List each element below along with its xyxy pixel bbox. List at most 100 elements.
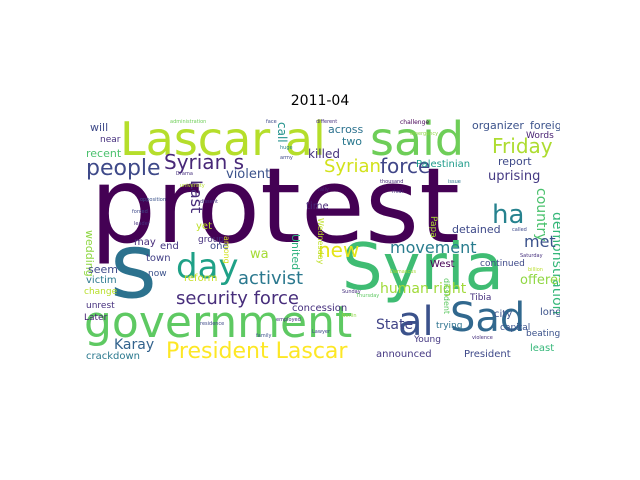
- cloud-word: beating: [526, 329, 560, 339]
- cloud-word: protest: [90, 145, 460, 267]
- cloud-word: among: [222, 236, 231, 264]
- cloud-word: al: [398, 299, 434, 345]
- cloud-word: capital: [500, 323, 531, 333]
- cloud-word: Sunday: [342, 289, 361, 295]
- cloud-word: issue: [448, 179, 461, 185]
- cloud-word: different: [316, 119, 338, 125]
- cloud-word: United: [289, 234, 302, 271]
- cloud-word: thousand: [380, 179, 404, 185]
- cloud-word: least: [530, 343, 555, 354]
- cloud-word: new: [318, 238, 360, 262]
- cloud-word: killed: [308, 147, 340, 161]
- cloud-word: demonstration: [549, 212, 560, 315]
- cloud-word: face: [266, 119, 277, 125]
- cloud-word: Syrian: [324, 156, 381, 177]
- cloud-word: Lawyer: [312, 329, 331, 335]
- cloud-word: dissident: [442, 278, 451, 315]
- cloud-word: employed: [276, 317, 301, 323]
- cloud-word: two: [342, 135, 363, 148]
- cloud-word: s: [110, 214, 157, 319]
- cloud-word: human right: [380, 281, 467, 297]
- cloud-word: recent: [86, 147, 122, 160]
- cloud-word: will: [90, 121, 109, 134]
- cloud-word: time: [306, 201, 329, 212]
- cloud-word: opposition: [140, 197, 167, 203]
- cloud-word: Tibia: [470, 293, 492, 303]
- cloud-word: continued: [480, 259, 525, 269]
- cloud-word: Drama: [176, 171, 193, 177]
- cloud-word: billion: [528, 267, 543, 273]
- cloud-word: day: [176, 247, 239, 287]
- cloud-word: announced: [376, 349, 432, 360]
- cloud-word: yet: [196, 221, 212, 232]
- cloud-word: administration: [170, 119, 207, 125]
- cloud-word: violent: [226, 167, 271, 182]
- cloud-word: Wednesday: [316, 218, 325, 265]
- cloud-word: Friday: [492, 134, 553, 158]
- cloud-word: President Lascar: [166, 339, 348, 364]
- cloud-word: town: [146, 253, 171, 264]
- cloud-word: challenge: [400, 119, 430, 126]
- cloud-word: foreign: [530, 119, 560, 132]
- word-cloud: protest Syria government s Lascar al said day a…: [80, 118, 560, 364]
- cloud-word: trying: [436, 321, 463, 331]
- cloud-word: movement: [390, 238, 477, 257]
- cloud-word: Later: [84, 313, 108, 323]
- cloud-word: government: [84, 297, 353, 348]
- cloud-word: wa: [250, 247, 269, 262]
- cloud-word: end: [160, 241, 179, 252]
- cloud-word: Karay: [114, 337, 155, 353]
- cloud-word: force: [380, 154, 431, 178]
- cloud-word: rally: [318, 187, 329, 193]
- cloud-word: State: [376, 317, 414, 333]
- cloud-word: people: [86, 156, 161, 181]
- cloud-word: Words: [526, 131, 554, 141]
- cloud-word: Saturday: [520, 253, 543, 259]
- cloud-word: Syrian s: [164, 150, 245, 174]
- cloud-word: reform: [184, 273, 218, 284]
- cloud-word: residence: [200, 321, 225, 327]
- cloud-word: Thursday: [356, 293, 380, 299]
- cloud-word: Syria: [342, 231, 504, 305]
- cloud-word: unrest: [86, 301, 115, 311]
- cloud-word: report: [498, 155, 532, 168]
- cloud-word: offered: [520, 273, 560, 288]
- cloud-word: detained: [452, 223, 501, 236]
- cloud-word: rival: [392, 189, 403, 195]
- cloud-word: army: [280, 155, 293, 161]
- cloud-word: Berlin: [342, 313, 357, 319]
- cloud-word: seem: [88, 263, 118, 276]
- cloud-word: university: [180, 183, 205, 189]
- chart-title: 2011-04: [290, 93, 350, 109]
- cloud-word: organizer: [472, 119, 524, 132]
- cloud-word: security force: [176, 288, 299, 309]
- cloud-word: Palestinian: [416, 159, 471, 170]
- cloud-word: emergency: [410, 131, 439, 137]
- cloud-word: one: [210, 241, 229, 252]
- cloud-word: long: [540, 307, 560, 318]
- cloud-word: near: [100, 135, 121, 145]
- cloud-word: West: [430, 259, 455, 270]
- cloud-word: forced: [132, 209, 148, 215]
- cloud-word: Young: [414, 335, 441, 345]
- cloud-word: called: [512, 227, 527, 233]
- cloud-word: dissent: [200, 199, 218, 205]
- cloud-word: activist: [238, 268, 304, 289]
- cloud-word: Papa: [428, 216, 438, 238]
- cloud-word: uprising: [488, 169, 541, 184]
- cloud-word: victim: [86, 275, 117, 286]
- cloud-word: concession: [292, 303, 348, 314]
- cloud-word: said: [370, 118, 465, 166]
- cloud-word: huge: [280, 145, 293, 151]
- cloud-word: change: [84, 287, 118, 297]
- cloud-word: Sad: [450, 295, 526, 341]
- cloud-word: Lascar al: [120, 118, 326, 166]
- cloud-word: call: [275, 122, 289, 143]
- cloud-word: across: [328, 123, 364, 136]
- cloud-word: ha: [492, 200, 525, 230]
- cloud-word: may: [134, 237, 156, 248]
- cloud-word: leader: [134, 221, 150, 227]
- cloud-word: Damascus: [390, 269, 416, 275]
- cloud-word: President: [464, 349, 511, 360]
- cloud-word: met: [524, 232, 556, 251]
